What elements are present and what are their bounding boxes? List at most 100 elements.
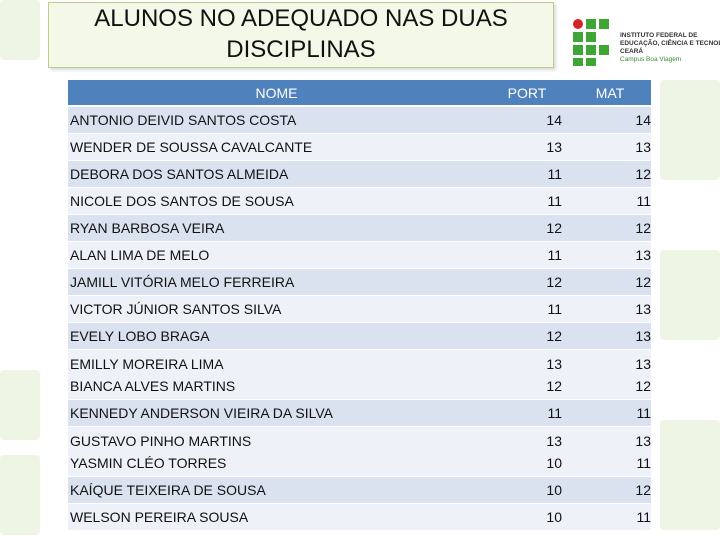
cell-names-value: EVELY LOBO BRAGA [70,328,210,344]
cell-names-value: KENNEDY ANDERSON VIEIRA DA SILVA [70,405,333,421]
cell-port-value: 12 [546,377,562,394]
cell-port: 14 [485,107,569,134]
cell-names-value: DEBORA DOS SANTOS ALMEIDA [70,166,289,182]
logo-line-3: CEARÁ [620,48,644,55]
cell-mat-value: 11 [636,454,651,471]
cell-port: 12 [485,323,569,350]
cell-mat-value: 13 [635,432,651,449]
logo-line-4: Campus Boa Viagem [620,56,682,63]
cell-names: VICTOR JÚNIOR SANTOS SILVA [68,296,485,323]
institute-logo-icon [573,19,609,66]
cell-names-value: RYAN BARBOSA VEIRA [70,220,225,236]
cell-names: DEBORA DOS SANTOS ALMEIDA [68,161,485,188]
cell-port-value: 13 [546,355,562,372]
header-mat: MAT [569,80,651,105]
table-row: VICTOR JÚNIOR SANTOS SILVA 11 13 [68,296,651,323]
table-header: NOME PORT MAT [68,80,651,105]
cell-names-value: WENDER DE SOUSSA CAVALCANTE [70,139,313,155]
page-title-line-2: DISCIPLINAS [226,36,376,63]
cell-port-value: 12 [546,274,562,290]
background-square [660,420,720,530]
table-row: KAÍQUE TEIXEIRA DE SOUSA 10 12 [68,477,651,504]
cell-mat-value: 13 [635,301,651,317]
cell-port: 12 [485,269,569,296]
cell-names-value: NICOLE DOS SANTOS DE SOUSA [70,193,294,209]
cell-port-value: 11 [547,166,562,182]
cell-names: ALAN LIMA DE MELO [68,242,485,269]
cell-mat: 12 [569,269,651,296]
cell-port: 10 [485,477,569,504]
cell-names-value: ANTONIO DEIVID SANTOS COSTA [70,112,297,128]
cell-port-value: 12 [546,220,562,236]
cell-mat-value: 12 [635,220,651,236]
logo-line-1: INSTITUTO FEDERAL DE [620,32,698,39]
table-row: WENDER DE SOUSSA CAVALCANTE 13 13 [68,134,651,161]
table-row: ANTONIO DEIVID SANTOS COSTA 14 14 [68,107,651,134]
cell-mat-value: 11 [636,193,651,209]
table-row: GUSTAVO PINHO MARTINS YASMIN CLÉO TORRES 1… [68,427,651,477]
table-row: ALAN LIMA DE MELO 11 13 [68,242,651,269]
cell-names-value: VICTOR JÚNIOR SANTOS SILVA [70,301,282,317]
table-row: EMILLY MOREIRA LIMA BIANCA ALVES MARTINS 1… [68,350,651,400]
cell-names: WENDER DE SOUSSA CAVALCANTE [68,134,485,161]
cell-mat-value: 11 [636,405,651,421]
cell-port-value: 13 [546,139,562,155]
cell-names: GUSTAVO PINHO MARTINS YASMIN CLÉO TORRES [68,427,485,477]
header-port: PORT [485,80,569,105]
cell-mat: 11 [569,188,651,215]
cell-port-value: 10 [546,509,562,525]
cell-port-value: 11 [547,405,562,421]
cell-port-value: 11 [547,247,562,263]
table-row: WELSON PEREIRA SOUSA 10 11 [68,504,651,531]
cell-mat: 13 [569,242,651,269]
cell-names-value: BIANCA ALVES MARTINS [70,377,236,394]
background-square [0,0,40,60]
table-row: JAMILL VITÓRIA MELO FERREIRA 12 12 [68,269,651,296]
cell-names-value: KAÍQUE TEIXEIRA DE SOUSA [70,482,266,498]
cell-port-value: 11 [547,301,562,317]
cell-names: JAMILL VITÓRIA MELO FERREIRA [68,269,485,296]
cell-mat-value: 13 [635,328,651,344]
cell-mat: 12 [569,161,651,188]
header-name: NOME [68,80,485,105]
cell-port: 12 [485,215,569,242]
table-row: KENNEDY ANDERSON VIEIRA DA SILVA 11 11 [68,400,651,427]
cell-port: 11 [485,188,569,215]
background-square [660,250,720,340]
cell-mat-value: 12 [635,377,651,394]
cell-mat: 13 11 [569,427,651,477]
cell-port-value: 13 [546,432,562,449]
cell-names-value: JAMILL VITÓRIA MELO FERREIRA [70,274,295,290]
cell-mat: 12 [569,215,651,242]
table-row: NICOLE DOS SANTOS DE SOUSA 11 11 [68,188,651,215]
institute-logo-text: INSTITUTO FEDERAL DE EDUCAÇÃO, CIÊNCIA E… [620,32,720,64]
page-title: ALUNOS NO ADEQUADO NAS DUAS DISCIPLINAS [48,2,554,68]
cell-port-value: 10 [546,454,562,471]
institute-logo: INSTITUTO FEDERAL DE EDUCAÇÃO, CIÊNCIA E… [572,18,720,68]
cell-mat: 13 12 [569,350,651,400]
cell-mat: 13 [569,323,651,350]
cell-names-value: EMILLY MOREIRA LIMA [70,355,224,372]
cell-names-value: ALAN LIMA DE MELO [70,247,210,263]
page-title-line-1: ALUNOS NO ADEQUADO NAS DUAS [94,5,508,32]
cell-mat-value: 14 [635,112,651,128]
cell-port-value: 10 [546,482,562,498]
table-row: RYAN BARBOSA VEIRA 12 12 [68,215,651,242]
cell-port: 13 10 [485,427,569,477]
cell-names: KAÍQUE TEIXEIRA DE SOUSA [68,477,485,504]
cell-names-value: YASMIN CLÉO TORRES [70,454,227,471]
cell-mat: 13 [569,134,651,161]
cell-names: ANTONIO DEIVID SANTOS COSTA [68,107,485,134]
cell-names-value: WELSON PEREIRA SOUSA [70,509,249,525]
cell-port: 13 [485,134,569,161]
cell-names: WELSON PEREIRA SOUSA [68,504,485,531]
cell-port: 11 [485,296,569,323]
cell-names: NICOLE DOS SANTOS DE SOUSA [68,188,485,215]
background-square [660,80,720,180]
cell-mat: 14 [569,107,651,134]
cell-mat-value: 13 [635,139,651,155]
cell-mat-value: 13 [635,355,651,372]
cell-port-value: 11 [547,193,562,209]
cell-mat-value: 12 [635,166,651,182]
background-square [0,370,40,440]
